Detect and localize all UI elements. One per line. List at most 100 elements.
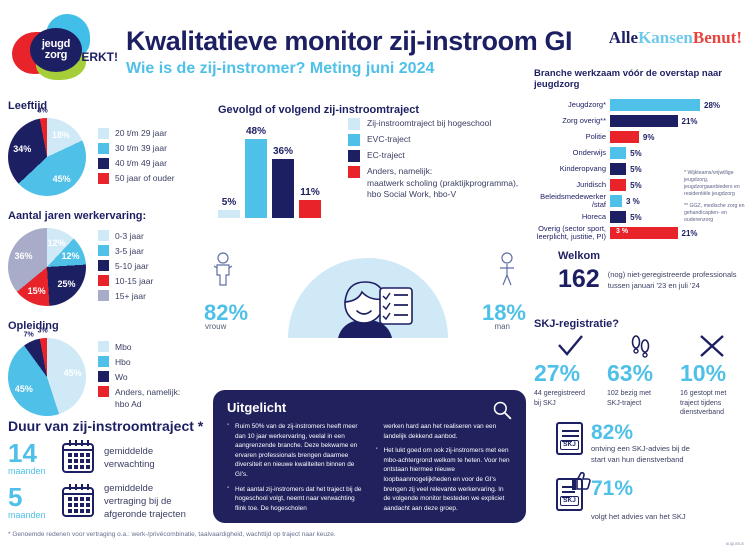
traject-legend-item: EC-traject <box>348 150 518 162</box>
skj-follow-row: SKJ 71% volgt het advies van het SKJ <box>556 471 686 522</box>
legend-item: Anders, namelijk: hbo Ad <box>98 386 180 411</box>
legend-label: Wo <box>115 371 128 382</box>
legend-label: 10-15 jaar <box>115 275 154 286</box>
branche-value: 28% <box>704 100 721 110</box>
branche-value: 9% <box>642 132 655 142</box>
male-label: man <box>494 322 510 331</box>
calendar-icon <box>62 483 94 517</box>
branche-notes: * Wijkteams/vrijwillige jeugdzorg, jeugd… <box>684 170 746 229</box>
branche-title: Branche werkzaam vóór de overstap naar j… <box>534 68 722 90</box>
legend-swatch <box>98 127 109 139</box>
opleiding-title: Opleiding <box>8 320 59 332</box>
branche-bar <box>610 163 627 175</box>
uitgelicht-title: Uitgelicht <box>227 400 287 415</box>
branche-bar <box>610 195 622 207</box>
legend-swatch <box>348 150 360 162</box>
branche-label: Kinderopvang <box>559 163 606 173</box>
branche-value: 5% <box>630 180 642 190</box>
traject-bar: 11% <box>299 187 321 218</box>
footsteps-icon <box>631 335 650 358</box>
duur-unit: maanden <box>8 466 46 476</box>
traject-legend: Zij-instroomtraject bij hogeschool EVC-tr… <box>348 118 518 205</box>
skj-document-icon: SKJ <box>556 422 583 455</box>
skj-section: SKJ-registratie? 27% 63% 10% 44 geregistre… <box>534 318 748 418</box>
legend-item: Wo <box>98 371 180 384</box>
legend-label: 20 t/m 29 jaar <box>115 128 167 138</box>
traject-bar-value: 36% <box>272 146 294 158</box>
branche-note: * Wijkteams/vrijwillige jeugdzorg, jeugd… <box>684 170 740 197</box>
branche-value: 5% <box>630 148 642 158</box>
cross-icon <box>700 335 725 357</box>
legend-item: 10-15 jaar <box>98 275 153 288</box>
pie-slice-label: 3% <box>37 327 48 335</box>
legend-swatch <box>348 166 360 178</box>
duur-title: Duur van zij-instroomtraject * <box>8 418 204 434</box>
branche-value: 5% <box>630 212 642 222</box>
legend-item: Mbo <box>98 341 180 354</box>
branche-section: Branche werkzaam vóór de overstap naar j… <box>534 68 746 242</box>
branche-label: Overig (sector sport, leerplicht, justit… <box>536 223 606 241</box>
branche-label: Zorg overig** <box>562 115 606 125</box>
legend-item: 40 t/m 49 jaar <box>98 157 175 170</box>
branche-value: 21% <box>681 116 698 126</box>
traject-bar: 5% <box>218 197 240 218</box>
duur-text: gemiddelde verwachting <box>104 446 155 470</box>
allekansenbenut-logo: AlleKansenBenut! <box>609 28 742 48</box>
legend-item: 50 jaar of ouder <box>98 172 175 185</box>
branche-bar: 3 % <box>610 227 678 239</box>
skj-title: SKJ-registratie? <box>534 318 619 330</box>
welkom-section: Welkom 162 (nog) niet-geregistreerde pro… <box>558 250 748 294</box>
legend-swatch <box>98 245 109 256</box>
leeftijd-chart-row: 18% 45% 34% 3% 20 t/m 29 jaar 30 t/m 39 jaar… <box>8 108 213 196</box>
branche-row: Horeca 5% <box>534 210 746 224</box>
calendar-icon <box>62 440 94 473</box>
branche-row: Juridisch 5% <box>534 178 746 192</box>
duur-number-block: 14 maanden <box>8 440 52 476</box>
legend-label: 30 t/m 39 jaar <box>115 143 167 153</box>
legend-label: Mbo <box>115 341 132 352</box>
legend-label: EVC-traject <box>367 134 411 144</box>
branche-bar-chart: Jeugdzorg* 28% Zorg overig** 21% Politie 9% On… <box>534 98 746 241</box>
welkom-number: 162 <box>558 265 600 293</box>
traject-bar: 36% <box>272 146 294 218</box>
branche-bar <box>610 99 700 111</box>
traject-legend-item: EVC-traject <box>348 134 518 146</box>
duur-text: gemiddelde vertraging bij de afgeronde t… <box>104 483 186 520</box>
legend-label: Zij-instroomtraject bij hogeschool <box>367 118 492 128</box>
branche-row: Onderwijs 5% <box>534 146 746 160</box>
uitgelicht-right-list: Het lukt goed om ook zij-instromers met … <box>376 445 513 513</box>
branche-row: Kinderopvang 5% <box>534 162 746 176</box>
logo-text-line1: jeugd <box>41 38 71 50</box>
skj-card-label-1: SKJ <box>560 440 579 450</box>
duur-number: 5 <box>8 481 23 512</box>
logo-disc: jeugd zorg <box>30 28 82 72</box>
uitgelicht-right-column: werken hard aan het realiseren van een l… <box>376 422 513 518</box>
werkervaring-title: Aantal jaren werkervaring: <box>8 210 147 222</box>
branche-bar <box>610 211 627 223</box>
traject-bar-fill <box>245 139 267 218</box>
branche-value: 3 % <box>626 196 640 206</box>
branche-bar <box>610 179 627 191</box>
welkom-title: Welkom <box>558 250 600 262</box>
male-percentage: 18% <box>481 300 526 325</box>
uitgelicht-left-column: Ruim 50% van de zij-instromers heeft mee… <box>227 421 364 518</box>
legend-item: 15+ jaar <box>98 290 153 303</box>
legend-item: Hbo <box>98 356 180 369</box>
werkervaring-chart-row: 12% 12% 25% 15% 36% 0-3 jaar 3-5 jaar 5-10 jaa… <box>8 228 213 306</box>
gender-section: 82% vrouw 18% man <box>200 248 530 368</box>
skj-description: 16 gestopt met traject tijdens dienstver… <box>680 390 727 416</box>
left-column: Leeftijd 18% 45% 34% 3% 20 t/m 29 jaar 30 t/… <box>8 100 213 416</box>
legend-label: 3-5 jaar <box>115 245 144 256</box>
female-percentage: 82% <box>204 300 249 325</box>
branche-label: Horeca <box>581 211 606 221</box>
brand-part-benut: Benut! <box>692 28 742 47</box>
female-label: vrouw <box>205 322 227 331</box>
legend-label: 40 t/m 49 jaar <box>115 158 167 168</box>
skj-row-1-pct: 82% <box>591 421 634 444</box>
skj-percentage: 27% <box>534 360 581 386</box>
skj-description: 102 bezig met SKJ-traject <box>607 390 651 407</box>
leeftijd-pie-chart: 18% 45% 34% 3% <box>8 108 86 196</box>
skj-percentage: 63% <box>607 360 654 386</box>
pie-slice-label: 12% <box>61 250 80 261</box>
